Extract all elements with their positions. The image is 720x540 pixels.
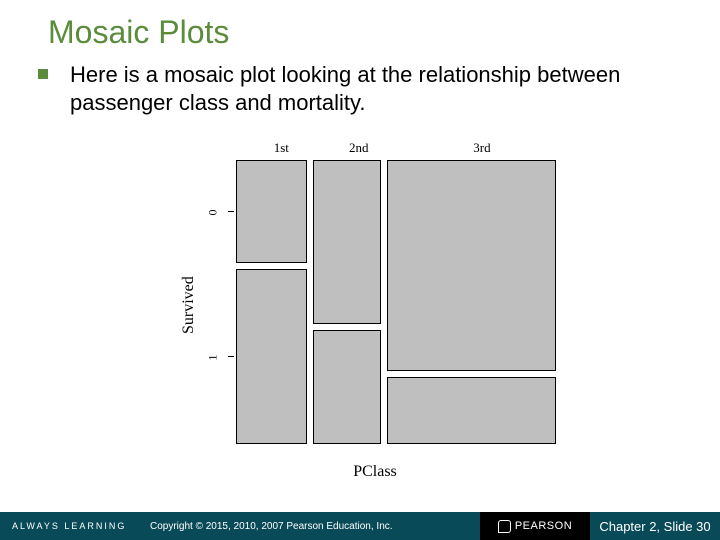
- copyright: Copyright © 2015, 2010, 2007 Pearson Edu…: [130, 521, 480, 532]
- y-tick-0: 0: [206, 210, 221, 216]
- x-axis-title: PClass: [180, 463, 570, 481]
- mosaic-cell: [387, 377, 556, 444]
- mosaic-cell: [387, 160, 556, 371]
- pearson-text: PEARSON: [515, 520, 572, 532]
- pearson-logo: PEARSON: [480, 512, 590, 540]
- mosaic-plot: 1st 2nd 3rd Survived 0 1 PClass: [180, 140, 570, 485]
- col-label-1: 1st: [274, 140, 289, 156]
- pearson-icon: [498, 520, 511, 533]
- col-label-3: 3rd: [473, 140, 490, 156]
- mosaic-cell: [313, 330, 380, 444]
- body-text: Here is a mosaic plot looking at the rel…: [70, 62, 620, 115]
- plot-area: [236, 160, 556, 444]
- always-learning: ALWAYS LEARNING: [0, 521, 130, 531]
- mosaic-column: [387, 160, 556, 444]
- y-axis-title: Survived: [180, 276, 198, 334]
- mosaic-cell: [236, 160, 307, 263]
- footer: ALWAYS LEARNING Copyright © 2015, 2010, …: [0, 512, 720, 540]
- mosaic-column: [236, 160, 307, 444]
- mosaic-cell: [236, 269, 307, 444]
- col-label-2: 2nd: [349, 140, 369, 156]
- body-text-block: Here is a mosaic plot looking at the rel…: [0, 51, 720, 116]
- mosaic-column: [313, 160, 380, 444]
- slide-number: Chapter 2, Slide 30: [590, 519, 720, 534]
- bullet-icon: [38, 69, 48, 79]
- slide-title: Mosaic Plots: [0, 0, 720, 51]
- y-tick-1: 1: [206, 355, 221, 361]
- mosaic-cell: [313, 160, 380, 324]
